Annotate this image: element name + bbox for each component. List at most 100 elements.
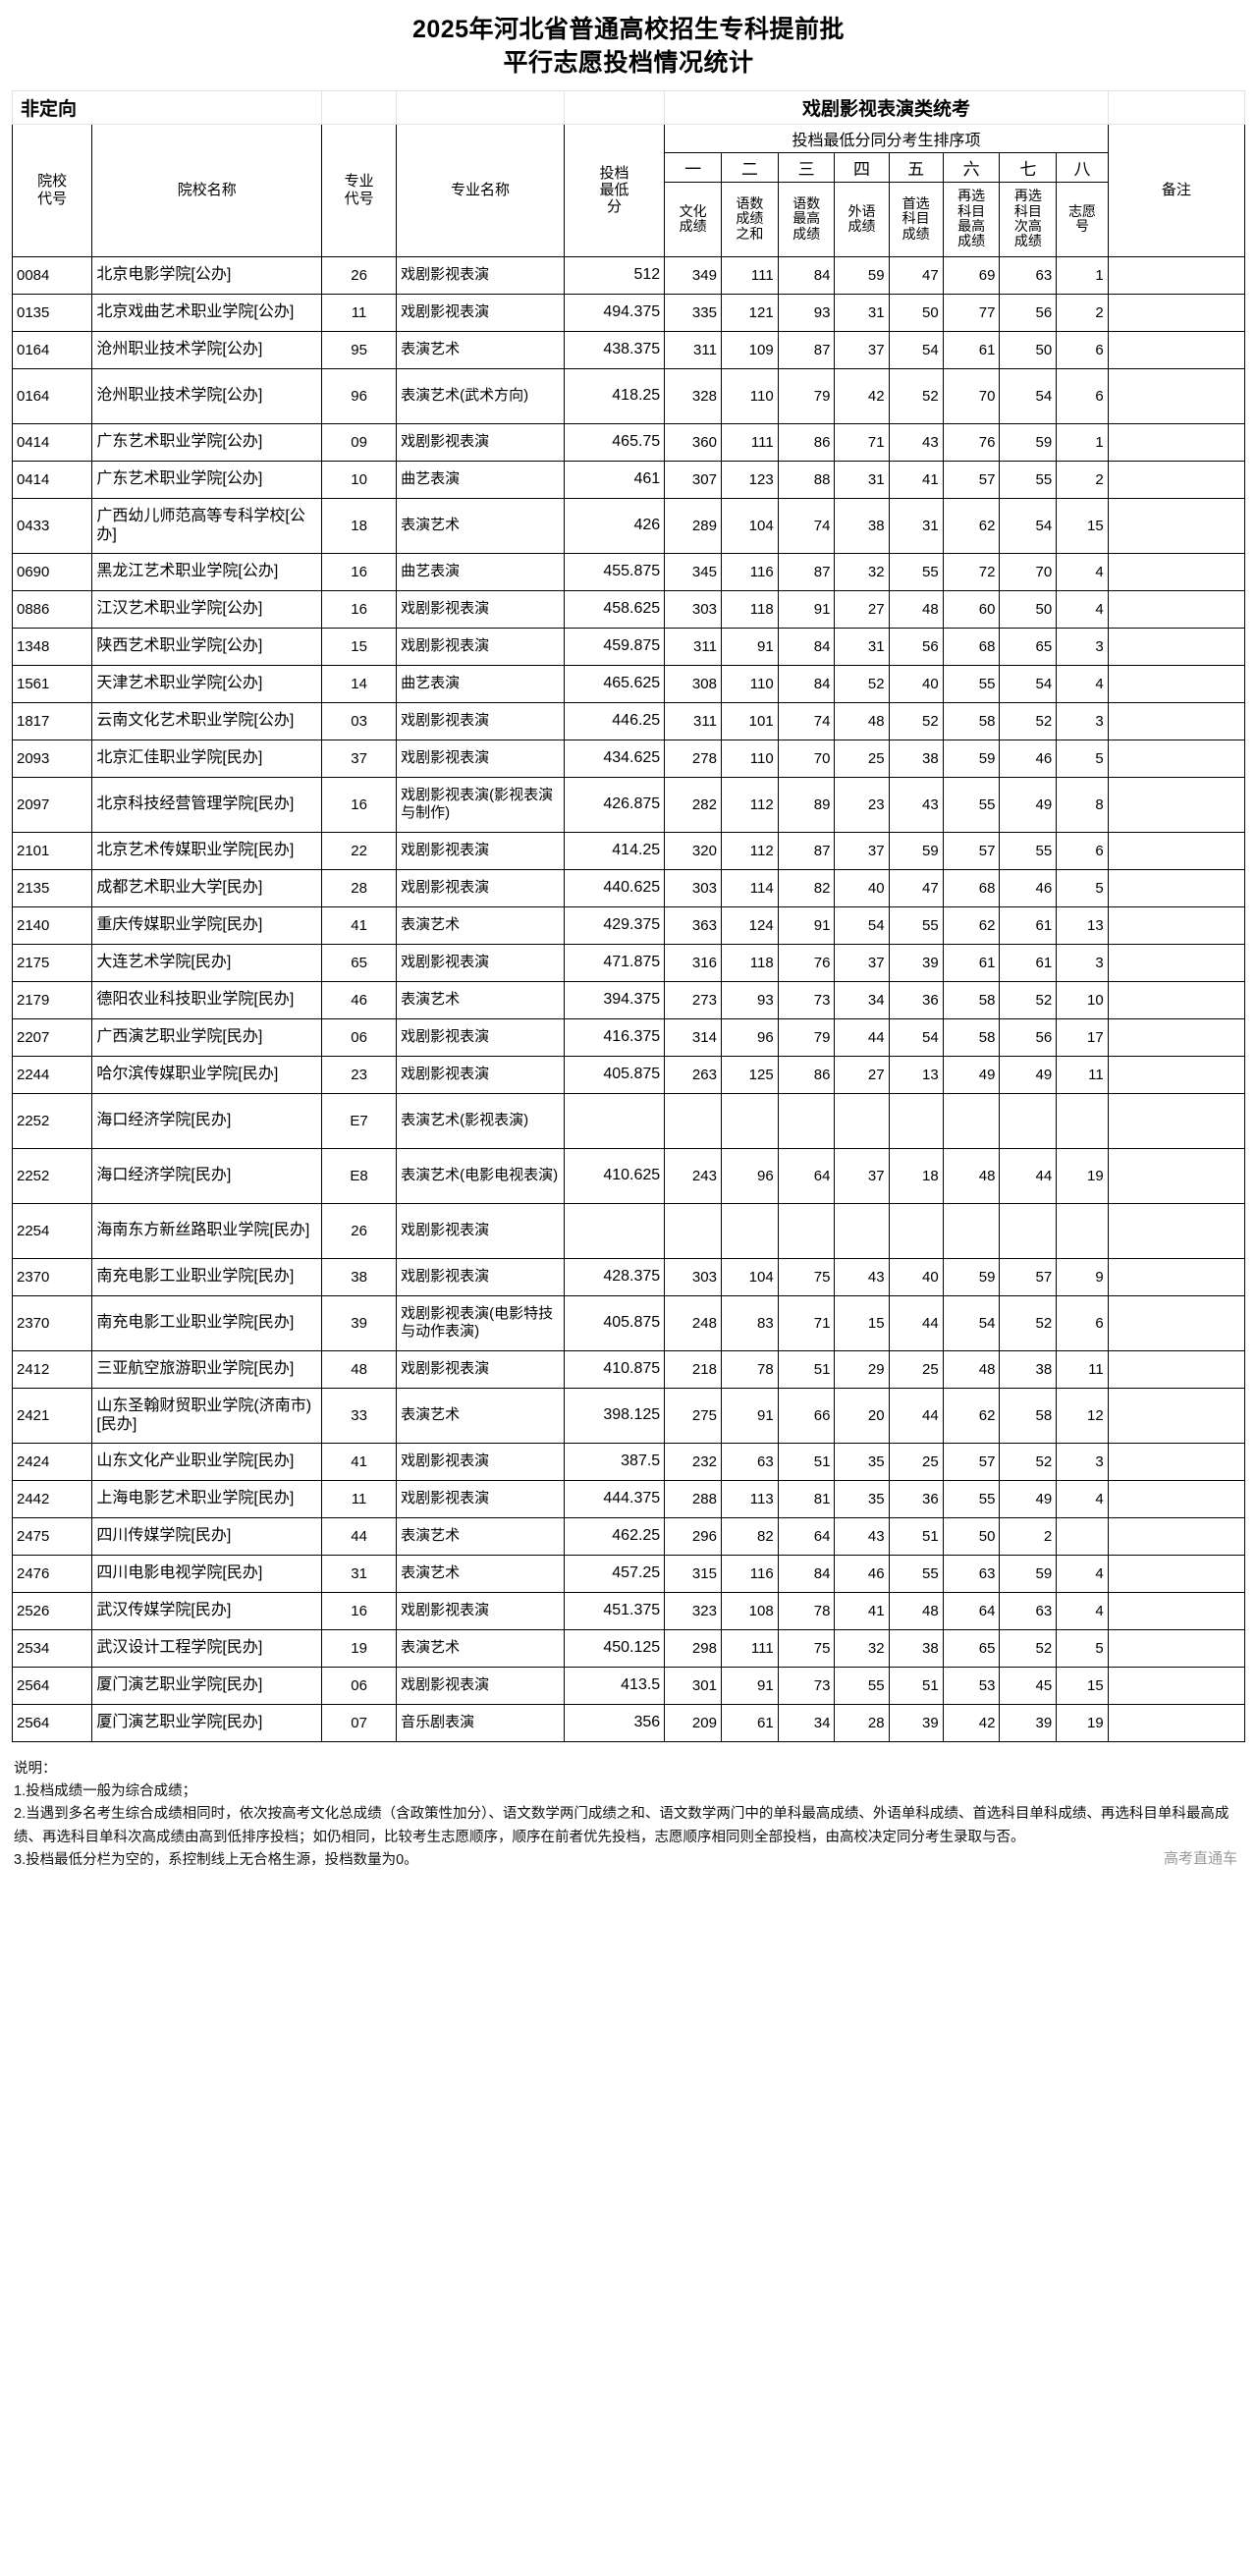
cell-tiebreak-4 [834,1202,890,1259]
cell-tiebreak-1: 316 [664,943,722,982]
cell-school-code: 0433 [11,497,93,554]
cell-tiebreak-4 [834,1092,890,1149]
cell-tiebreak-4: 48 [834,701,890,740]
cell-tiebreak-1: 307 [664,460,722,499]
cell-tiebreak-8: 1 [1056,255,1109,295]
cell-school-name: 四川电影电视学院[民办] [91,1554,323,1593]
cell-min-score: 356 [563,1703,666,1742]
cell-tiebreak-4: 20 [834,1387,890,1444]
cell-remark [1107,1202,1246,1259]
cell-tiebreak-7: 52 [999,980,1058,1019]
cell-tiebreak-4: 35 [834,1479,890,1518]
note-item-1: 1.投档成绩一般为综合成绩； [14,1782,197,1799]
col-ordinal-1: 一 [664,151,722,183]
col-sub-chinese-math-max: 语数 最高 成绩 [777,181,836,257]
cell-tiebreak-4: 15 [834,1294,890,1351]
cell-tiebreak-4: 37 [834,943,890,982]
cell-school-code: 2093 [11,739,93,778]
cell-major-code: 06 [321,1666,398,1705]
cell-remark [1107,1591,1246,1630]
cell-tiebreak-4: 42 [834,367,890,424]
cell-major-name: 戏剧影视表演 [396,701,565,740]
cell-tiebreak-7: 50 [999,589,1058,629]
cell-tiebreak-6 [942,1092,1001,1149]
table-row: 2252 海口经济学院[民办] E7 表演艺术(影视表演) [11,1092,1246,1149]
cell-tiebreak-7: 63 [999,1591,1058,1630]
cell-tiebreak-8: 15 [1056,1666,1109,1705]
cell-school-code: 2175 [11,943,93,982]
table-row: 0084 北京电影学院[公办] 26 戏剧影视表演 512 349 111 84 59 47 69 6… [11,255,1246,295]
cell-tiebreak-5 [888,1092,944,1149]
table-row: 2370 南充电影工业职业学院[民办] 39 戏剧影视表演(电影特技与动作表演) 405… [11,1294,1246,1351]
cell-tiebreak-5: 55 [888,552,944,591]
col-sub-secondary-subject-max: 再选 科目 最高 成绩 [942,181,1001,257]
table-row: 2476 四川电影电视学院[民办] 31 表演艺术 457.25 315 116 84 46 55… [11,1554,1246,1593]
cell-tiebreak-7: 54 [999,664,1058,703]
cell-tiebreak-3: 74 [777,701,836,740]
cell-tiebreak-1: 248 [664,1294,722,1351]
cell-min-score: 410.625 [563,1147,666,1204]
cell-school-name: 重庆传媒职业学院[民办] [91,905,323,945]
table-row: 2254 海南东方新丝路职业学院[民办] 26 戏剧影视表演 [11,1202,1246,1259]
cell-tiebreak-3: 84 [777,627,836,666]
cell-tiebreak-6: 70 [942,367,1001,424]
cell-tiebreak-2: 110 [720,664,779,703]
cell-remark [1107,868,1246,907]
table-row: 0164 沧州职业技术学院[公办] 95 表演艺术 438.375 311 109 87 37 5… [11,330,1246,369]
cell-remark [1107,701,1246,740]
cell-major-code: 41 [321,905,398,945]
header-row-1: 院校 代号 院校名称 专业 代号 专业名称 投档 最低分 投档最低分同分考生排序项 备… [11,123,1246,257]
cell-tiebreak-8 [1056,1092,1109,1149]
col-remark: 备注 [1107,123,1246,257]
cell-major-code: E8 [321,1147,398,1204]
cell-remark [1107,1017,1246,1057]
cell-tiebreak-4: 41 [834,1591,890,1630]
cell-tiebreak-3 [777,1092,836,1149]
cell-tiebreak-3: 81 [777,1479,836,1518]
table-row: 0414 广东艺术职业学院[公办] 10 曲艺表演 461 307 123 88 31 41 57 5… [11,460,1246,499]
cell-major-code: 16 [321,552,398,591]
table-row: 2424 山东文化产业职业学院[民办] 41 戏剧影视表演 387.5 232 63 51 35… [11,1442,1246,1481]
cell-major-name: 戏剧影视表演(影视表演与制作) [396,776,565,833]
cell-major-code: 39 [321,1294,398,1351]
cell-school-code: 2135 [11,868,93,907]
cell-tiebreak-1: 335 [664,293,722,332]
cell-tiebreak-1: 263 [664,1055,722,1094]
cell-remark [1107,905,1246,945]
cell-tiebreak-8: 4 [1056,1591,1109,1630]
cell-min-score: 450.125 [563,1628,666,1668]
header-row-sublabels: 文化 成绩 语数 成绩 之和 语数 最高 成绩 外语 成绩 首选 科目 成绩 再选 科目 最高 成绩 … [13,181,1245,257]
cell-school-code: 2370 [11,1257,93,1296]
cell-remark [1107,552,1246,591]
cell-tiebreak-7: 2 [999,1516,1058,1556]
cell-remark [1107,367,1246,424]
cell-school-name: 南充电影工业职业学院[民办] [91,1294,323,1351]
cell-tiebreak-2: 93 [720,980,779,1019]
cell-remark [1107,831,1246,870]
cell-major-name: 表演艺术 [396,905,565,945]
cell-school-name: 海口经济学院[民办] [91,1092,323,1149]
cell-tiebreak-8: 4 [1056,589,1109,629]
cell-tiebreak-2: 61 [720,1703,779,1742]
cell-remark [1107,1479,1246,1518]
cell-major-code: 07 [321,1703,398,1742]
cell-tiebreak-1: 345 [664,552,722,591]
cell-tiebreak-6: 57 [942,460,1001,499]
cell-tiebreak-4: 43 [834,1257,890,1296]
table-row: 0164 沧州职业技术学院[公办] 96 表演艺术(武术方向) 418.25 328 110… [11,367,1246,424]
cell-tiebreak-3: 51 [777,1349,836,1389]
cell-major-name: 戏剧影视表演 [396,868,565,907]
col-sub-secondary-subject-second: 再选 科目 次高 成绩 [999,181,1058,257]
cell-tiebreak-3: 74 [777,497,836,554]
cell-school-code: 0135 [11,293,93,332]
cell-tiebreak-1: 320 [664,831,722,870]
cell-tiebreak-1: 303 [664,1257,722,1296]
cell-tiebreak-6: 63 [942,1554,1001,1593]
cell-tiebreak-8: 3 [1056,627,1109,666]
col-major-name: 专业名称 [396,123,565,257]
cell-tiebreak-2: 116 [720,552,779,591]
cell-tiebreak-6: 62 [942,497,1001,554]
cell-tiebreak-8: 2 [1056,460,1109,499]
cell-tiebreak-4: 40 [834,868,890,907]
